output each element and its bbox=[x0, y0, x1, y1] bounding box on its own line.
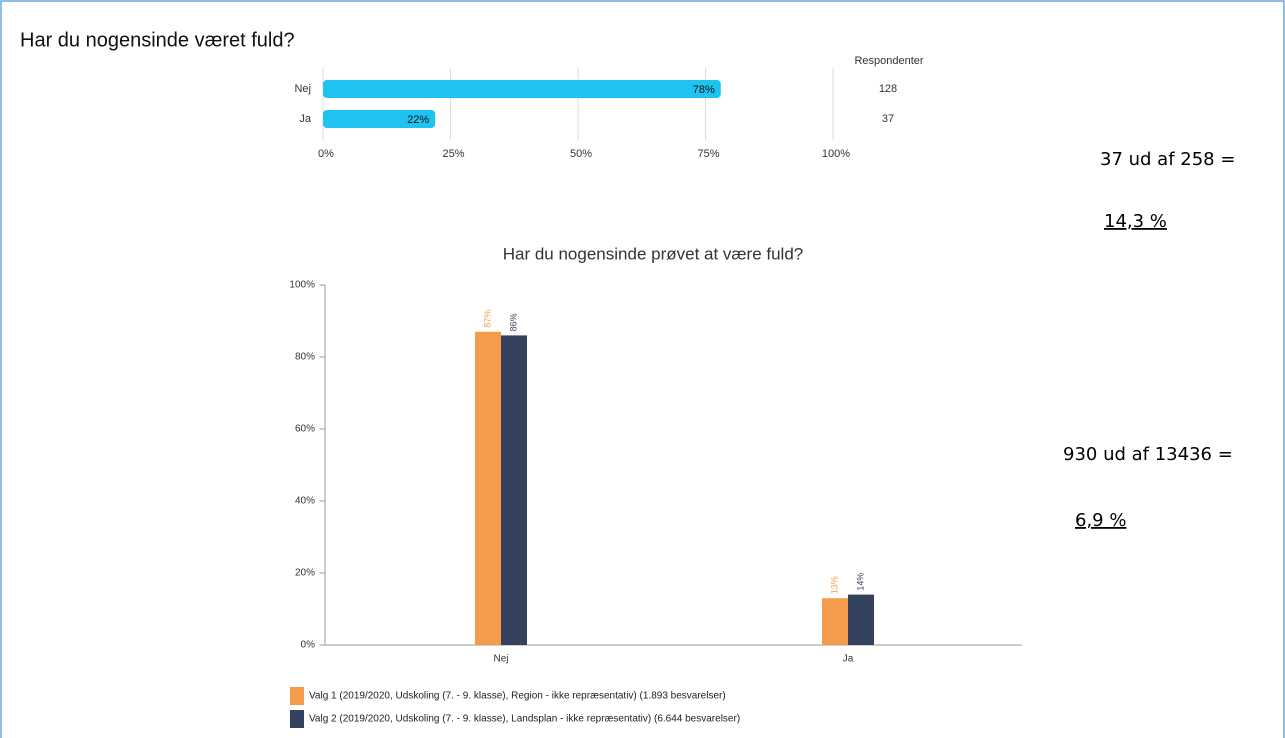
legend-label: Valg 1 (2019/2020, Udskoling (7. - 9. kl… bbox=[309, 691, 726, 702]
x-tick-label: Ja bbox=[843, 654, 854, 665]
bar bbox=[501, 335, 527, 645]
value-label: 86% bbox=[508, 313, 518, 331]
value-label: 13% bbox=[829, 576, 839, 594]
respondent-count: 37 bbox=[882, 113, 894, 125]
bar bbox=[822, 598, 848, 645]
annotation: 930 ud af 13436 = bbox=[1063, 444, 1233, 465]
y-tick-label: 100% bbox=[289, 280, 315, 291]
x-tick-label: 25% bbox=[442, 148, 464, 160]
respondent-header: Respondenter bbox=[854, 55, 923, 67]
bar bbox=[475, 331, 501, 645]
category-label: Nej bbox=[294, 83, 311, 95]
value-label: 87% bbox=[482, 310, 492, 328]
legend-swatch bbox=[290, 687, 304, 705]
legend-swatch bbox=[290, 710, 304, 728]
y-tick-label: 0% bbox=[301, 640, 316, 651]
y-tick-label: 40% bbox=[295, 496, 315, 507]
annotation: 37 ud af 258 = bbox=[1100, 149, 1235, 170]
x-tick-label: Nej bbox=[493, 654, 508, 665]
annotation: 6,9 % bbox=[1075, 510, 1126, 531]
chart-title: Har du nogensinde været fuld? bbox=[20, 29, 295, 51]
x-tick-label: 75% bbox=[697, 148, 719, 160]
value-label: 22% bbox=[407, 114, 429, 126]
respondent-count: 128 bbox=[879, 83, 897, 95]
value-label: 14% bbox=[855, 573, 865, 591]
annotation: 14,3 % bbox=[1104, 211, 1167, 232]
y-tick-label: 80% bbox=[295, 352, 315, 363]
bar bbox=[323, 80, 721, 98]
category-label: Ja bbox=[299, 113, 312, 125]
x-tick-label: 100% bbox=[822, 148, 850, 160]
x-tick-label: 0% bbox=[318, 148, 334, 160]
x-tick-label: 50% bbox=[570, 148, 592, 160]
y-tick-label: 60% bbox=[295, 424, 315, 435]
value-label: 78% bbox=[693, 84, 715, 96]
y-tick-label: 20% bbox=[295, 568, 315, 579]
bar bbox=[848, 594, 874, 645]
chart-title: Har du nogensinde prøvet at være fuld? bbox=[503, 244, 804, 263]
legend-label: Valg 2 (2019/2020, Udskoling (7. - 9. kl… bbox=[309, 714, 740, 725]
bar bbox=[323, 110, 436, 128]
